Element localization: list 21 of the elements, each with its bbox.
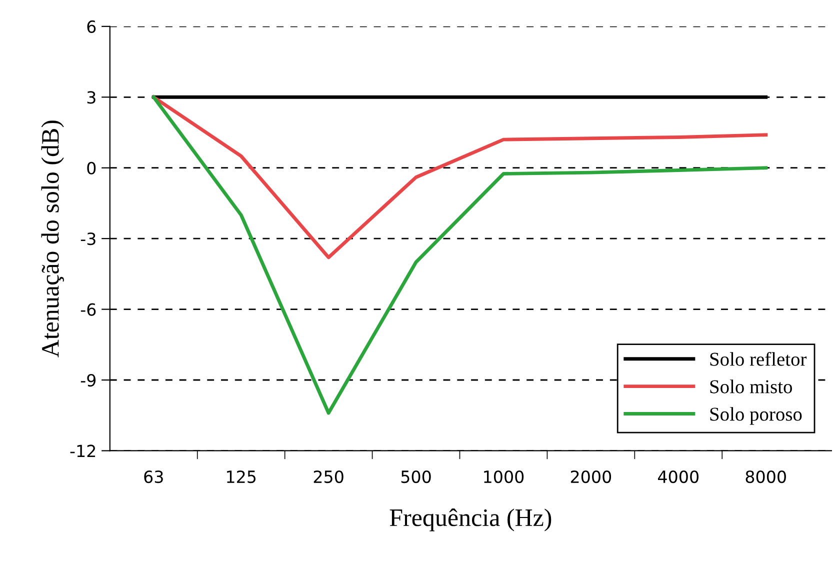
line-series [152,95,768,260]
x-tick-label: 2000 [570,470,612,484]
y-tick-label: -3 [80,232,96,246]
x-tick-label: 250 [314,470,344,484]
y-tick-label: -6 [80,303,96,316]
legend-label: Solo misto [710,380,792,394]
x-tick-label: 63 [144,470,163,484]
y-tick-label: 0 [87,162,96,174]
x-tick-label: 500 [401,470,431,484]
x-axis-title: Frequência (Hz) [390,508,552,532]
x-tick-label: 1000 [484,470,524,484]
legend-label: Solo refletor [710,352,807,366]
x-tick-label: 8000 [746,470,786,484]
y-tick-label: 6 [87,20,96,33]
x-tick-label: 4000 [658,470,698,484]
x-tick-label: 125 [227,470,256,484]
y-axis-title: Atenuação do solo (dB) [41,120,64,358]
y-tick-label: -12 [70,444,96,458]
y-tick-label: 3 [87,91,96,104]
y-tick-label: -9 [80,374,96,387]
legend-label: Solo poroso [710,407,802,425]
